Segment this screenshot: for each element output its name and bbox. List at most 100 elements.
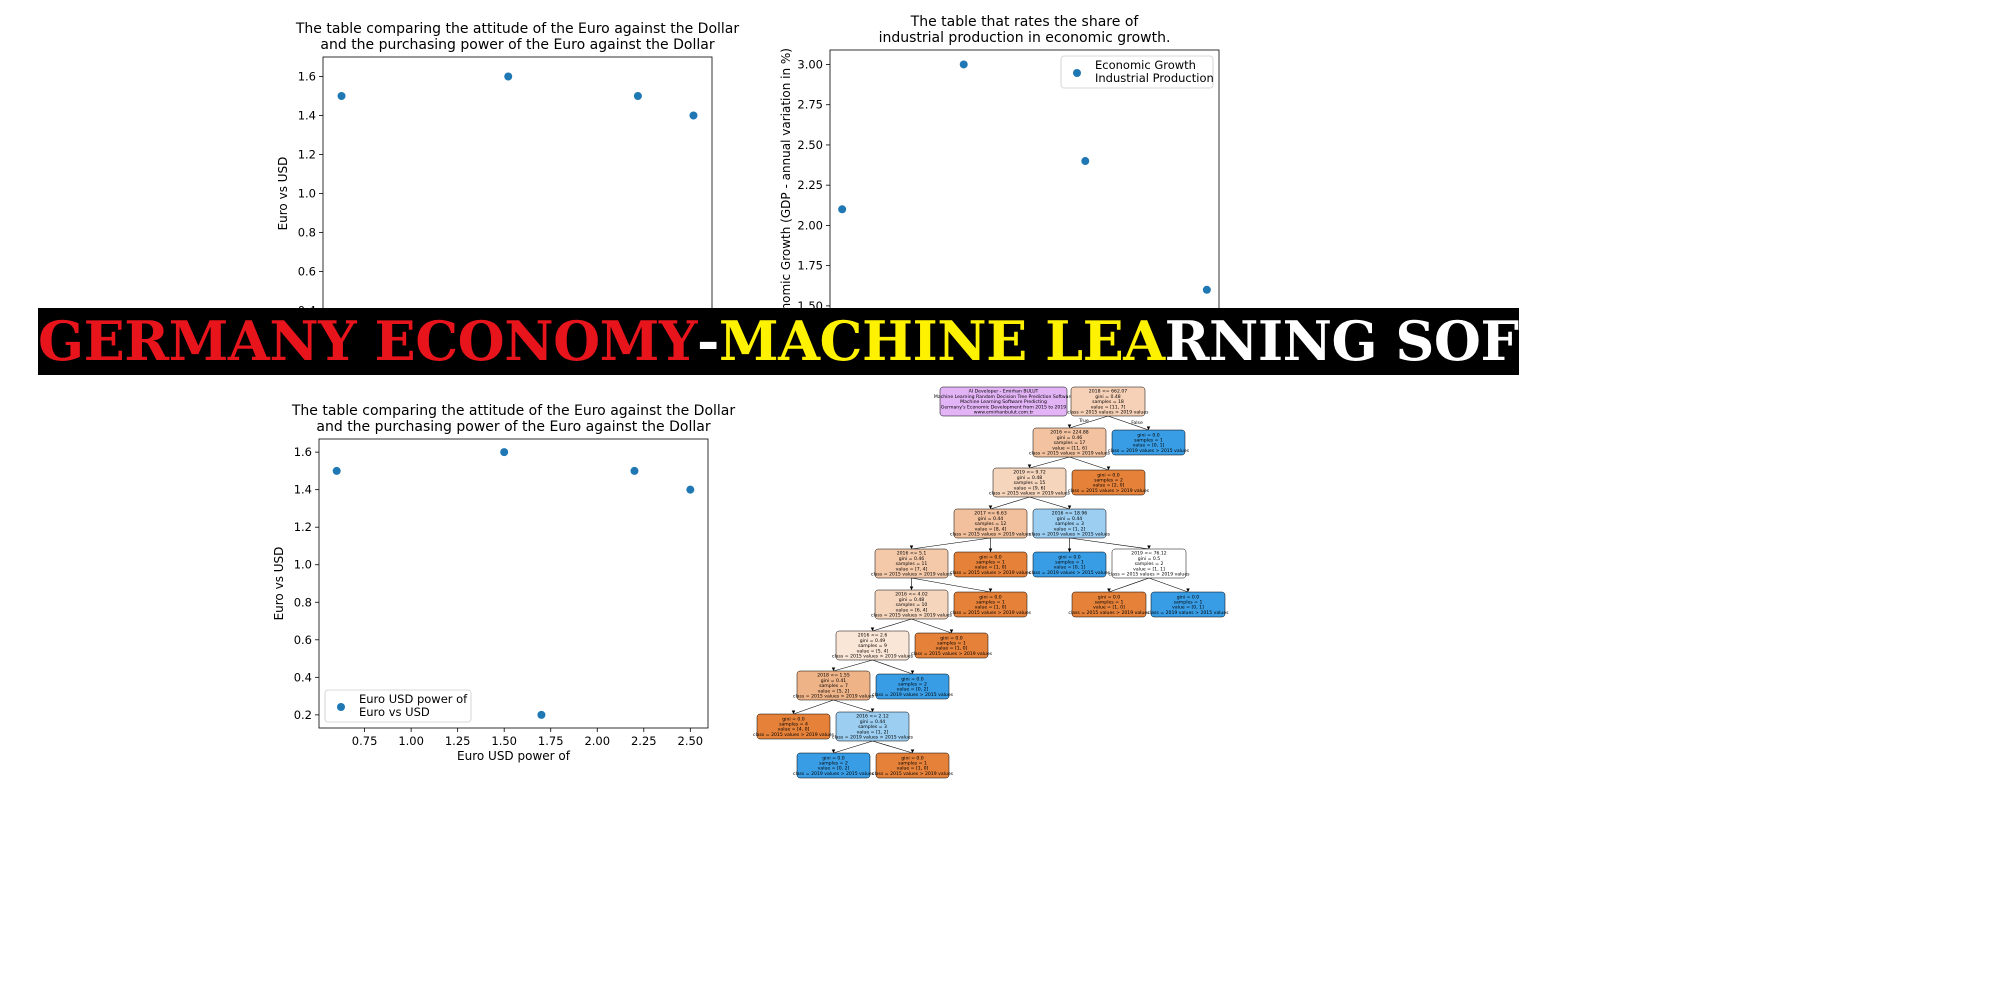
tree-edge	[833, 699, 873, 713]
tree-node-text: gini = 0.0	[782, 716, 805, 722]
tree-node-text: value = [1, 1]	[1133, 566, 1165, 572]
y-tick-label: 1.0	[298, 187, 316, 201]
tree-edge	[1069, 456, 1109, 471]
x-tick-label: 1.50	[491, 734, 517, 748]
tree-node-box	[953, 591, 1028, 618]
banner-part-germany-economy: GERMANY ECONOMY	[38, 309, 697, 373]
y-tick-label: 1.2	[294, 520, 312, 534]
tree-node-text: value = [1, 2]	[857, 729, 889, 735]
legend-marker	[1073, 69, 1081, 77]
tree-node-text: www.emirhanbulut.com.tr	[974, 410, 1034, 416]
legend-label-line: Economic Growth	[1095, 58, 1196, 72]
tree-node-text: value = [1, 0]	[897, 766, 929, 772]
tree-node-text: class = 2015 values > 2019 values	[950, 532, 1032, 538]
tree-node-box	[1150, 591, 1226, 618]
tree-node-text: class = 2015 values > 2019 values	[753, 732, 835, 738]
tree-node-text: 2019 <= 9.72	[1013, 470, 1046, 476]
y-tick-label: 0.6	[298, 265, 316, 279]
tree-edge	[911, 577, 991, 593]
y-tick-label: 2.50	[797, 138, 823, 152]
tree-node-box	[939, 386, 1068, 417]
tree-node-text: gini = 0.0	[1097, 472, 1120, 478]
tree-edge	[793, 699, 834, 715]
tree-edge-arrow	[870, 708, 875, 712]
tree-node-text: Machine Learning Software Predicting	[960, 399, 1047, 405]
tree-node-text: value = [0, 2]	[897, 687, 929, 693]
scatter-point	[838, 205, 847, 214]
figure-canvas: The table comparing the attitude of the …	[272, 14, 1229, 779]
tree-edge	[911, 618, 952, 634]
tree-node-text: gini = 0.0	[979, 594, 1002, 600]
tree-node-text: 2018 <= 1.55	[817, 673, 850, 679]
tree-node-text: gini = 0.5	[1138, 556, 1161, 562]
tree-node-text: class = 2019 values > 2015 values	[1029, 570, 1111, 576]
tree-node-text: class = 2015 values > 2019 values	[1067, 410, 1149, 416]
x-tick-label: 0.75	[352, 734, 378, 748]
tree-node-text: value = [7, 4]	[896, 566, 928, 572]
tree-edge-arrow	[988, 588, 993, 592]
x-tick-label: 1.25	[445, 734, 471, 748]
y-tick-label: 1.6	[294, 445, 312, 459]
y-axis-label: Euro vs USD	[272, 547, 286, 621]
y-tick-label: 0.8	[294, 595, 312, 609]
chart-title-line: The table comparing the attitude of the …	[295, 21, 740, 37]
legend-label-line: Euro USD power of	[359, 692, 468, 706]
tree-node-box	[1032, 508, 1107, 539]
scatter-point	[959, 60, 968, 69]
tree-node-text: samples = 1	[976, 560, 1005, 566]
y-tick-label: 1.0	[294, 558, 312, 572]
tree-node-text: samples = 2	[1094, 478, 1123, 484]
scatter-point	[633, 92, 642, 100]
tree-node-text: class = 2019 values > 2015 values	[832, 735, 914, 741]
chart-euro-vs-dollar-bottom: The table comparing the attitude of the …	[272, 403, 735, 763]
x-axis-label: Euro USD power of	[457, 749, 571, 763]
axes-frame	[318, 438, 709, 729]
tree-node-text: samples = 4	[779, 722, 808, 728]
tree-node-text: value = [6, 4]	[896, 607, 928, 613]
tree-node-text: gini = 0.0	[1177, 594, 1200, 600]
tree-node-text: gini = 0.44	[1057, 516, 1082, 522]
scatter-point	[504, 72, 513, 81]
tree-node-box	[1071, 591, 1147, 618]
tree-node-box	[1032, 551, 1107, 578]
tree-edge-arrow	[910, 670, 915, 674]
tree-node-text: value = [5, 2]	[818, 688, 850, 694]
tree-node-text: class = 2019 values > 2015 values	[872, 692, 954, 698]
tree-edge	[872, 659, 913, 675]
tree-node-text: gini = 0.41	[821, 678, 846, 684]
tree-edge-arrow	[831, 749, 836, 753]
tree-node-text: class = 2019 values > 2015 values	[1029, 532, 1111, 538]
tree-edge-arrow	[988, 505, 993, 509]
tree-node-text: class = 2019 values > 2015 values	[1147, 610, 1229, 616]
tree-node-text: value = [0, 1]	[1133, 443, 1165, 449]
tree-node-text: samples = 15	[1014, 480, 1046, 486]
y-axis-label: Economic Growth (GDP - annual variation …	[779, 48, 793, 332]
x-tick-label: 2.50	[678, 734, 704, 748]
tree-node-box	[835, 630, 910, 661]
tree-edge-arrow	[909, 586, 914, 590]
x-tick-label: 2.25	[631, 734, 657, 748]
tree-node-text: gini = 0.44	[978, 516, 1003, 522]
tree-node-text: samples = 2	[819, 761, 848, 767]
scatter-point	[500, 448, 509, 457]
tree-node-text: value = [4, 0]	[778, 727, 810, 733]
tree-edge-arrow	[949, 629, 954, 633]
tree-node-box	[874, 589, 949, 620]
tree-node-text: Germany's Economic Development from 2015…	[941, 404, 1066, 410]
tree-node-text: class = 2015 values > 2019 values	[1068, 488, 1150, 494]
chart-title-line: and the purchasing power of the Euro aga…	[320, 37, 714, 53]
tree-node-box	[992, 467, 1067, 498]
tree-edge	[1148, 577, 1189, 593]
tree-node-text: class = 2015 values > 2019 values	[832, 654, 914, 660]
tree-node-text: class = 2015 values > 2019 values	[950, 610, 1032, 616]
